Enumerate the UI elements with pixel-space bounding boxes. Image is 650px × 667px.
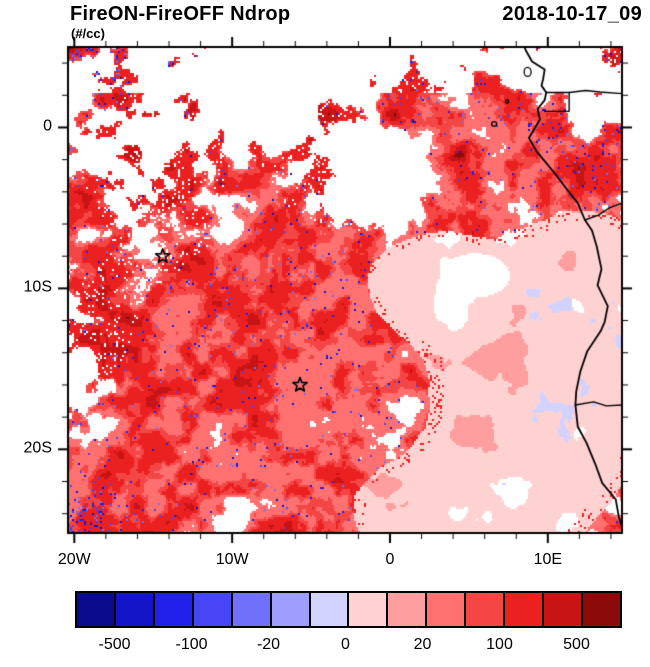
colorbar-cell-13 xyxy=(582,593,620,626)
lon-tick-label-20W: 20W xyxy=(57,551,91,568)
colorbar-cell-5 xyxy=(271,593,311,626)
plot-title: FireON-FireOFF Ndrop xyxy=(70,3,291,25)
lon-tick-label-0: 0 xyxy=(385,551,395,568)
colorbar-cell-2 xyxy=(154,593,194,626)
lon-tick-label-10E: 10E xyxy=(533,551,563,568)
colorbar-cell-7 xyxy=(349,593,389,626)
colorbar-cell-6 xyxy=(310,593,350,626)
lat-tick-label-0: 0 xyxy=(43,117,52,135)
colorbar-cell-3 xyxy=(193,593,233,626)
colorbar-tick-label-100: 100 xyxy=(486,636,513,653)
colorbar-cell-12 xyxy=(544,593,583,626)
lat-tick-label-10S: 10S xyxy=(23,278,52,296)
colorbar-tick-label--500: -500 xyxy=(98,636,131,653)
colorbar-tick-label-20: 20 xyxy=(413,636,432,653)
colorbar-tick-label-500: 500 xyxy=(563,636,590,653)
colorbar xyxy=(75,591,622,628)
colorbar-cell-9 xyxy=(427,593,467,626)
colorbar-cell-10 xyxy=(466,593,506,626)
colorbar-tick-label--100: -100 xyxy=(175,636,208,653)
colorbar-cell-8 xyxy=(388,593,428,626)
colorbar-cell-1 xyxy=(115,593,155,626)
colorbar-cell-11 xyxy=(505,593,545,626)
lon-tick-label-10W: 10W xyxy=(215,551,249,568)
colorbar-cell-0 xyxy=(77,593,116,626)
colorbar-tick-label-0: 0 xyxy=(341,636,350,653)
colorbar-cell-4 xyxy=(232,593,272,626)
lat-tick-label-20S: 20S xyxy=(23,439,52,457)
colorbar-tick-label--20: -20 xyxy=(256,636,281,653)
plot-timestamp: 2018-10-17_09 xyxy=(502,3,642,25)
plot-units: (#/cc) xyxy=(71,26,105,41)
